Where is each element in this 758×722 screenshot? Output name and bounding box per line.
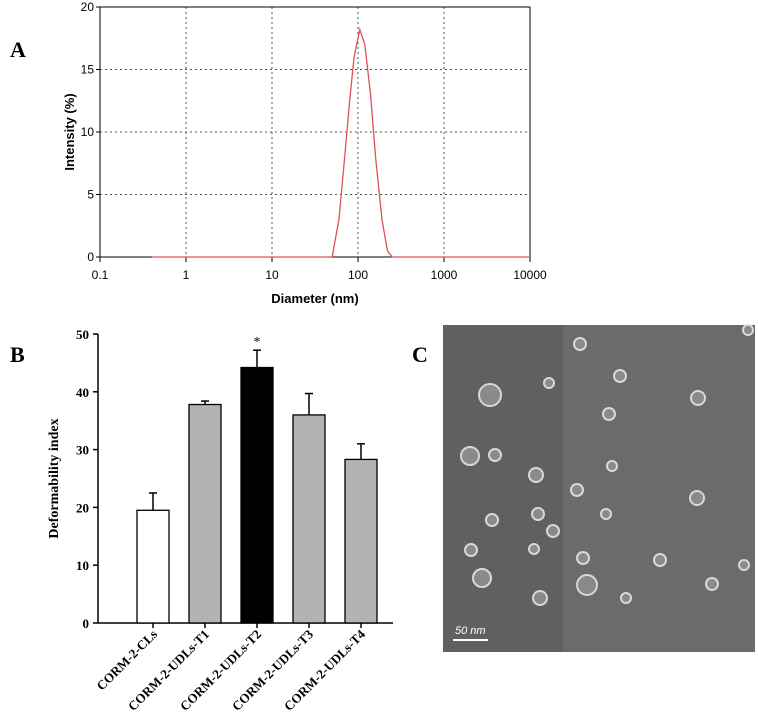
y-tick-label: 20 bbox=[81, 0, 95, 14]
vesicles bbox=[460, 324, 754, 606]
y-tick-label: 10 bbox=[76, 558, 89, 573]
tem-image: 50 nm bbox=[443, 324, 755, 652]
x-tick-label: 1 bbox=[183, 268, 190, 282]
bar bbox=[240, 366, 274, 624]
bar bbox=[136, 509, 170, 624]
y-tick-label: 40 bbox=[76, 385, 89, 400]
y-tick-label: 10 bbox=[81, 125, 95, 139]
x-tick-label: 10000 bbox=[513, 268, 547, 282]
y-tick-label: 5 bbox=[87, 188, 94, 202]
bar bbox=[292, 414, 326, 624]
annotation: * bbox=[254, 335, 261, 350]
y-tick-label: 50 bbox=[76, 327, 89, 342]
x-axis-title: Diameter (nm) bbox=[271, 291, 358, 306]
x-tick-label: 0.1 bbox=[92, 268, 109, 282]
panel-label: C bbox=[412, 342, 428, 367]
y-tick-label: 0 bbox=[83, 616, 90, 631]
bar bbox=[344, 458, 378, 624]
y-tick-label: 0 bbox=[87, 250, 94, 264]
panel-label: B bbox=[10, 342, 25, 367]
y-axis-title: Intensity (%) bbox=[62, 93, 77, 170]
x-tick-label: 1000 bbox=[431, 268, 458, 282]
x-tick-label: 100 bbox=[348, 268, 368, 282]
scale-bar-label: 50 nm bbox=[455, 625, 486, 637]
x-tick-label: 10 bbox=[265, 268, 279, 282]
y-axis-title: Deformability index bbox=[47, 418, 62, 538]
panel-label: A bbox=[10, 37, 26, 62]
y-tick-label: 20 bbox=[76, 500, 89, 515]
data-line bbox=[151, 27, 530, 258]
y-tick-label: 15 bbox=[81, 63, 95, 77]
bar bbox=[188, 403, 222, 624]
y-tick-label: 30 bbox=[76, 443, 89, 458]
